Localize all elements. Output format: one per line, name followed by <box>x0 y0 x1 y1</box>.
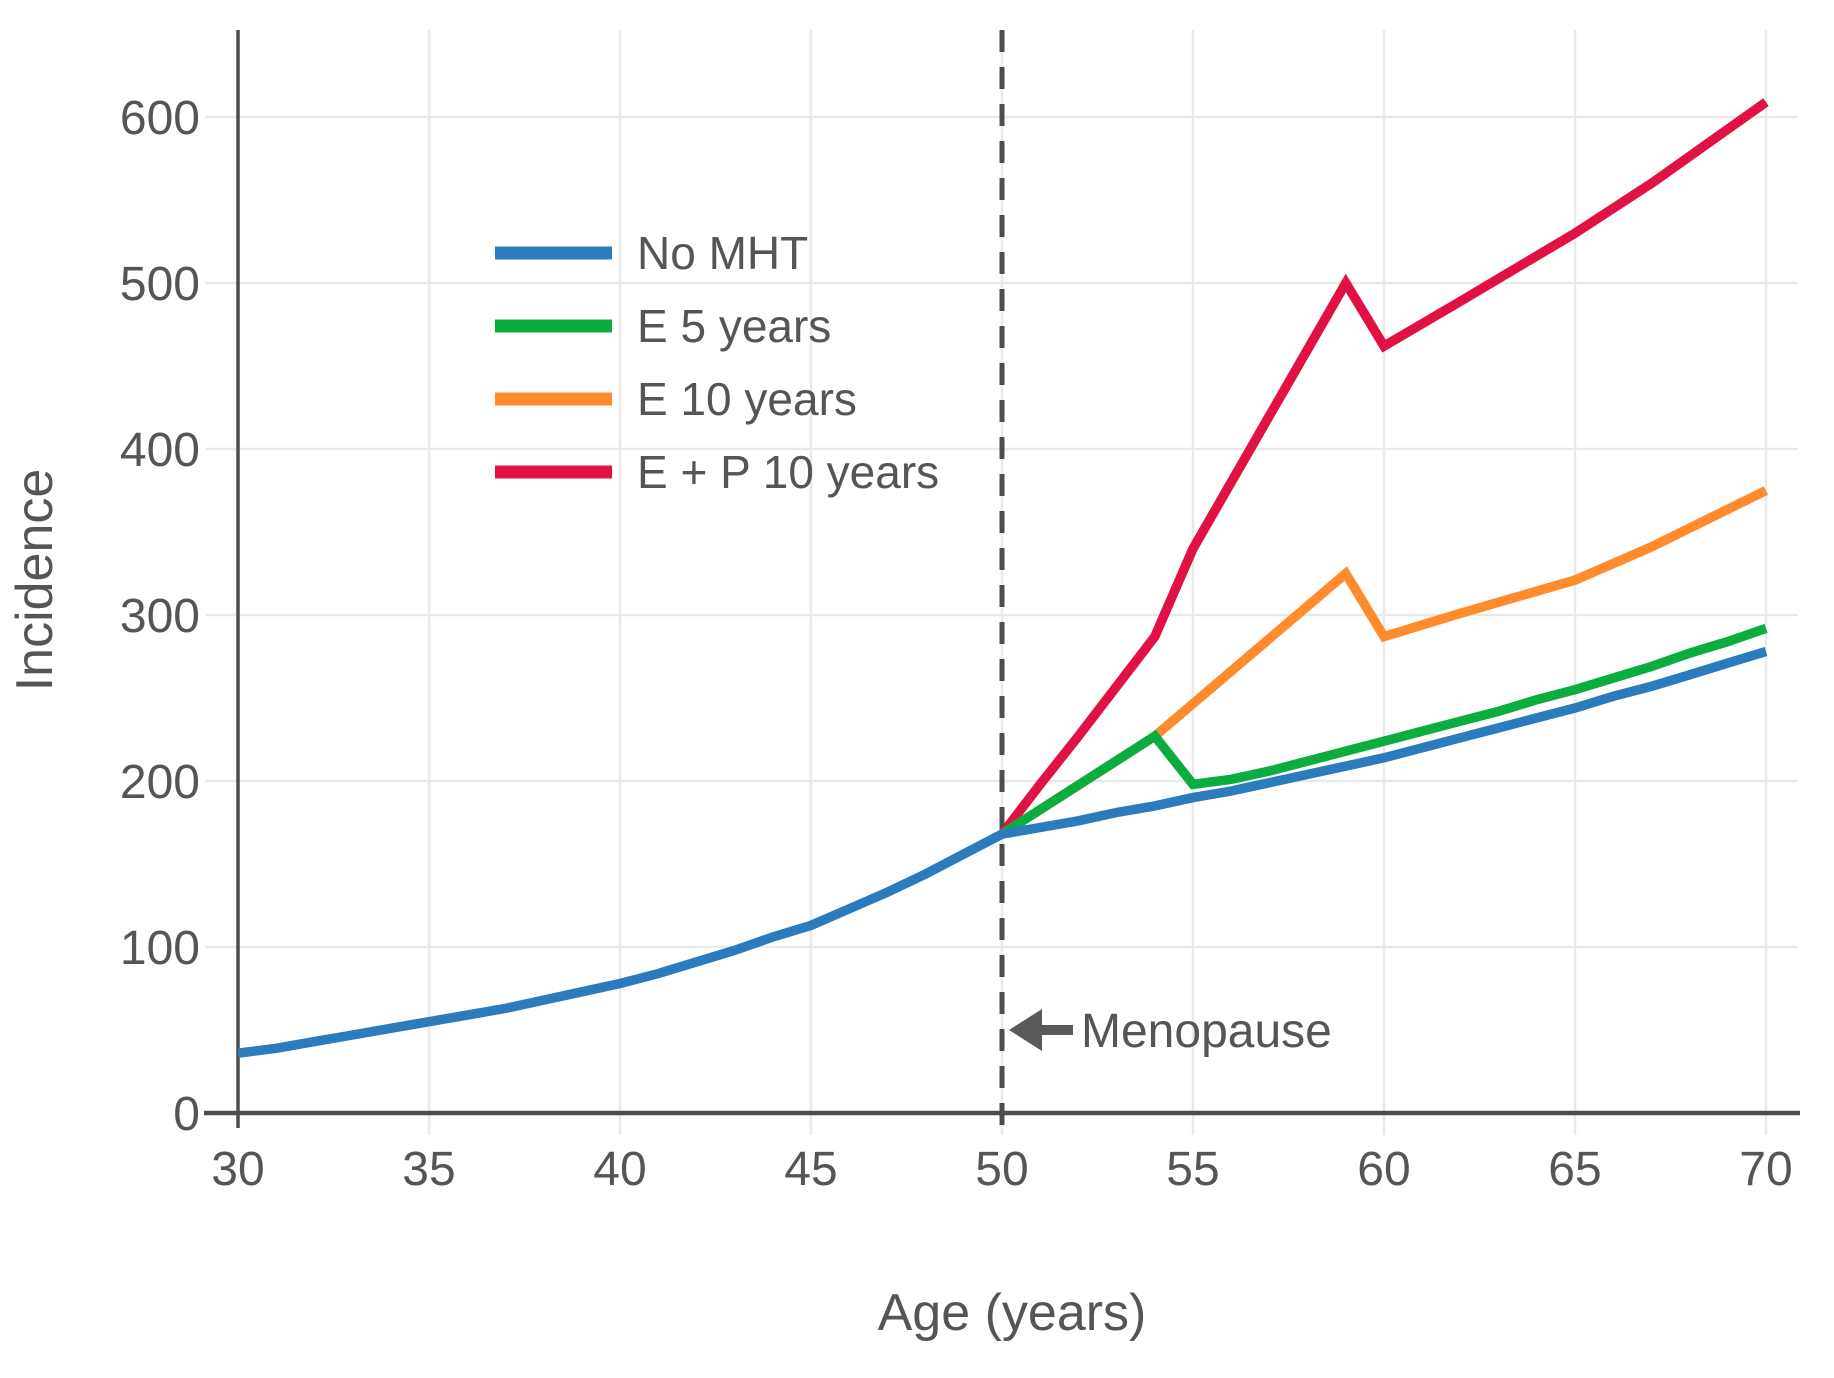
y-tick-label: 400 <box>120 424 200 477</box>
y-axis-title: Incidence <box>6 469 64 692</box>
legend: No MHT E 5 years E 10 years E + P 10 years <box>495 227 939 498</box>
series-lines <box>237 98 1769 1058</box>
x-tick-label: 30 <box>211 1143 264 1196</box>
menopause-annotation: Menopause <box>1009 1005 1332 1058</box>
legend-item: E + P 10 years <box>495 446 939 498</box>
x-tick-label: 65 <box>1548 1143 1601 1196</box>
menopause-label: Menopause <box>1081 1005 1332 1058</box>
y-tick-label: 200 <box>120 756 200 809</box>
legend-item: E 10 years <box>495 373 857 425</box>
legend-label: No MHT <box>637 227 808 279</box>
legend-label: E 10 years <box>637 373 857 425</box>
y-tick-label: 300 <box>120 590 200 643</box>
y-tick-label: 0 <box>173 1088 200 1141</box>
x-tick-label: 60 <box>1357 1143 1410 1196</box>
legend-label: E 5 years <box>637 300 831 352</box>
y-tick-label: 500 <box>120 258 200 311</box>
series-line-e-p-10-years <box>998 98 1769 837</box>
arrow-left-icon <box>1009 1009 1042 1051</box>
series-line-e-5-years <box>999 623 1768 839</box>
series-line-no-mht <box>237 646 1768 1058</box>
x-tick-label: 55 <box>1166 1143 1219 1196</box>
x-tick-label: 40 <box>593 1143 646 1196</box>
x-tick-label: 45 <box>784 1143 837 1196</box>
tick-labels: 0 100 200 300 400 500 600 30 35 40 45 50 55 60 65 70 <box>120 92 1793 1196</box>
legend-item: No MHT <box>495 227 808 279</box>
legend-item: E 5 years <box>495 300 831 352</box>
series-line-e-10-years <box>999 486 1769 839</box>
y-tick-label: 600 <box>120 92 200 145</box>
axes <box>204 30 1800 1128</box>
x-tick-label: 70 <box>1739 1143 1792 1196</box>
legend-label: E + P 10 years <box>637 446 939 498</box>
x-axis-title: Age (years) <box>878 1284 1147 1342</box>
y-tick-label: 100 <box>120 922 200 975</box>
x-tick-label: 50 <box>975 1143 1028 1196</box>
x-tick-label: 35 <box>402 1143 455 1196</box>
